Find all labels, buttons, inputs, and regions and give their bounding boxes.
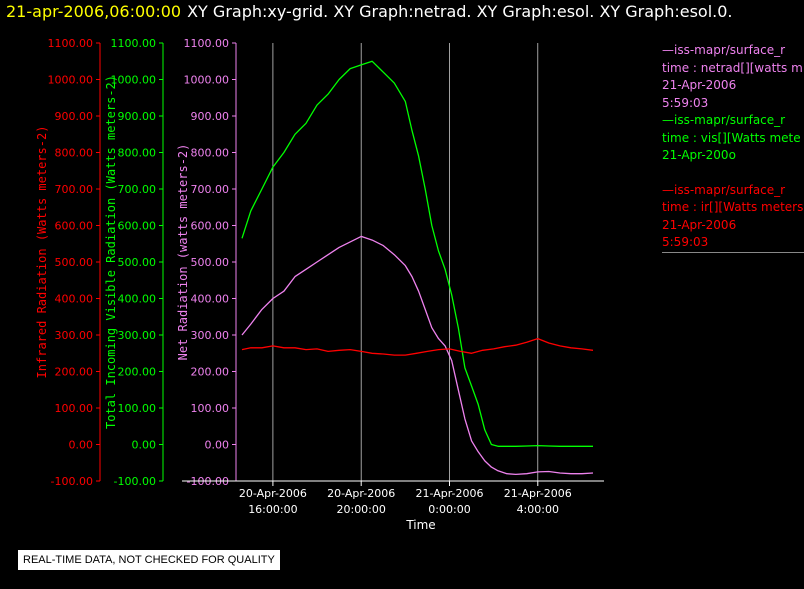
y-tick-label: 800.00 — [191, 147, 230, 160]
x-tick-label: 21-Apr-2006 — [504, 487, 572, 500]
legend-line: 21-Apr-200o — [662, 148, 736, 162]
y-tick-label: 1100.00 — [184, 37, 230, 50]
y-tick-label: 100.00 — [191, 402, 230, 415]
legend-line: —iss-mapr/surface_r — [662, 43, 786, 57]
y-tick-label: 900.00 — [118, 110, 157, 123]
y-tick-label: 700.00 — [191, 183, 230, 196]
y-tick-label: 0.00 — [205, 439, 230, 452]
legend-divider — [662, 251, 804, 253]
y-tick-label: 200.00 — [55, 366, 94, 379]
legend-line: —iss-mapr/surface_r — [662, 182, 786, 197]
y-tick-label: 400.00 — [118, 293, 157, 306]
y-tick-label: 700.00 — [55, 183, 94, 196]
x-tick-label: 4:00:00 — [517, 503, 559, 516]
y-tick-label: -100.00 — [114, 475, 156, 488]
legend-line: time : netrad[][watts m — [662, 60, 803, 75]
x-tick-label: 20-Apr-2006 — [327, 487, 395, 500]
y-tick-label: 200.00 — [191, 366, 230, 379]
y-tick-label: 1000.00 — [48, 74, 94, 87]
legend-line: —iss-mapr/surface_r — [662, 113, 786, 127]
y-tick-label: 200.00 — [118, 366, 157, 379]
series-line — [241, 235, 594, 476]
legend-line: 5:59:03 — [662, 95, 709, 110]
y-tick-label: 1000.00 — [184, 74, 230, 87]
y-tick-label: 1100.00 — [48, 37, 94, 50]
series-line — [241, 60, 593, 447]
y-tick-label: 500.00 — [55, 256, 94, 269]
legend-line: 21-Apr-2006 — [662, 217, 737, 232]
header-bar: 21-apr-2006,06:00:00 XY Graph:xy-grid. XY… — [0, 0, 804, 26]
x-axis-label: Time — [405, 518, 435, 532]
legend-line: 21-Apr-2006 — [662, 78, 737, 92]
x-tick-label: 20-Apr-2006 — [239, 487, 307, 500]
y-tick-label: 100.00 — [55, 402, 94, 415]
y-tick-label: 500.00 — [118, 256, 157, 269]
y-tick-label: 1100.00 — [111, 37, 157, 50]
y-tick-label: 900.00 — [55, 110, 94, 123]
y-axis-label: Infrared Radiation (Watts meters-2) — [35, 126, 49, 379]
y-tick-label: 700.00 — [118, 183, 157, 196]
legend-line: time : vis[][Watts mete — [662, 130, 801, 145]
y-tick-label: 100.00 — [118, 402, 157, 415]
quality-warning: REAL-TIME DATA, NOT CHECKED FOR QUALITY — [18, 550, 280, 570]
y-tick-label: 600.00 — [55, 220, 94, 233]
y-tick-label: 600.00 — [191, 220, 230, 233]
x-tick-label: 21-Apr-2006 — [415, 487, 483, 500]
x-tick-label: 16:00:00 — [248, 503, 297, 516]
y-tick-label: 800.00 — [55, 147, 94, 160]
y-tick-label: 300.00 — [118, 329, 157, 342]
y-tick-label: 800.00 — [118, 147, 157, 160]
y-tick-label: 300.00 — [191, 329, 230, 342]
y-tick-label: 400.00 — [191, 293, 230, 306]
y-tick-label: 300.00 — [55, 329, 94, 342]
y-tick-label: 600.00 — [118, 220, 157, 233]
x-tick-label: 0:00:00 — [428, 503, 470, 516]
header-datetime: 21-apr-2006,06:00:00 — [6, 2, 182, 21]
series-line — [241, 337, 594, 356]
header-graph-titles: XY Graph:xy-grid. XY Graph:netrad. XY Gr… — [187, 2, 733, 21]
legend-line: 5:59:03 — [662, 235, 709, 249]
y-tick-label: -100.00 — [51, 475, 93, 488]
y-axis-label: Total Incoming Visible Radiation (Watts … — [104, 75, 118, 429]
y-tick-label: 1000.00 — [111, 74, 157, 87]
y-tick-label: 0.00 — [132, 439, 157, 452]
y-tick-label: 0.00 — [69, 439, 94, 452]
y-tick-label: 500.00 — [191, 256, 230, 269]
y-axis-label: Net Radiation (watts meters-2) — [176, 144, 190, 361]
legend-line: time : ir[][Watts meters — [662, 200, 804, 214]
x-tick-label: 20:00:00 — [336, 503, 385, 516]
y-tick-label: 400.00 — [55, 293, 94, 306]
y-tick-label: 900.00 — [191, 110, 230, 123]
